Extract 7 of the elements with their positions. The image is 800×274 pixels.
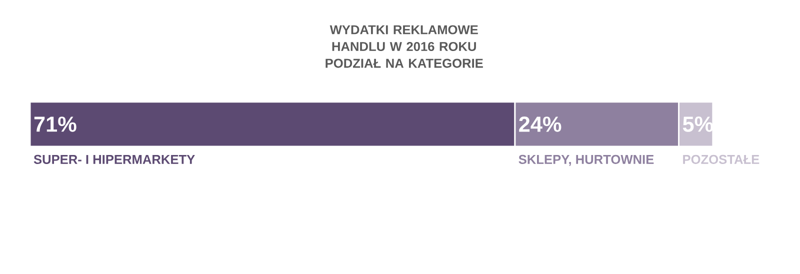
data-label: 71%: [34, 116, 76, 132]
chart-title: WYDATKI REKLAMOWE HANDLU W 2016 ROKU PODZIAŁ NA KATEGORIE: [326, 25, 483, 68]
data-label: 5%: [682, 116, 714, 132]
series-label: POZOSTAŁE: [683, 154, 760, 164]
series-label: SUPER- I HIPERMARKETY: [34, 154, 195, 164]
data-label: 24%: [519, 116, 562, 132]
series-label: SKLEPY, HURTOWNIE: [518, 154, 654, 166]
